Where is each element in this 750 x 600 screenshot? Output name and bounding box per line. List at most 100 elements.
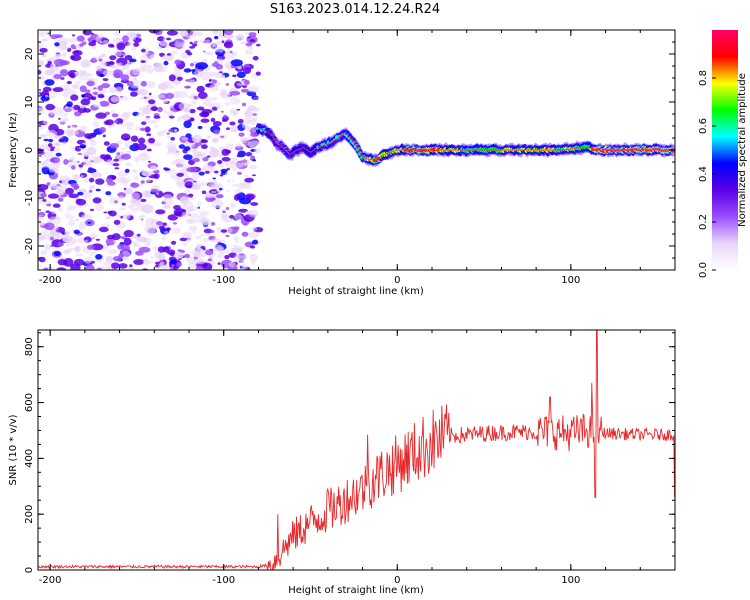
noise-blob xyxy=(226,179,231,183)
noise-blob xyxy=(119,236,125,239)
noise-blob xyxy=(211,237,221,243)
noise-blob xyxy=(229,214,235,219)
noise-blob xyxy=(162,197,174,206)
noise-blob xyxy=(53,74,62,79)
noise-blob xyxy=(67,211,75,217)
noise-blob xyxy=(68,37,78,43)
noise-blob xyxy=(196,106,205,111)
noise-blob xyxy=(66,205,76,211)
noise-blob xyxy=(250,202,259,206)
noise-blob xyxy=(107,249,118,254)
noise-blob xyxy=(126,80,134,87)
noise-blob xyxy=(219,174,224,177)
noise-blob xyxy=(99,154,107,160)
noise-blob xyxy=(210,230,215,233)
noise-blob xyxy=(246,36,251,39)
noise-blob xyxy=(64,231,71,236)
y-tick-label: -20 xyxy=(24,238,35,254)
noise-blob xyxy=(97,85,104,91)
noise-blob xyxy=(157,46,163,50)
noise-blob xyxy=(87,221,92,224)
noise-blob xyxy=(252,96,259,101)
x-tick-label: -200 xyxy=(39,275,62,286)
noise-blob xyxy=(149,165,158,172)
snr-x-axis-label: Height of straight line (km) xyxy=(288,585,424,596)
noise-blob xyxy=(92,91,99,95)
noise-blob xyxy=(179,237,188,242)
noise-blob xyxy=(197,206,200,209)
noise-blob xyxy=(133,42,140,47)
noise-blob xyxy=(54,135,60,139)
noise-blob xyxy=(84,239,89,242)
noise-blob xyxy=(86,73,93,77)
noise-blob xyxy=(44,151,54,160)
noise-blob xyxy=(65,187,74,195)
noise-blob xyxy=(200,245,206,249)
noise-blob xyxy=(69,72,76,79)
noise-blob xyxy=(149,54,161,60)
noise-blob xyxy=(105,216,111,220)
noise-blob xyxy=(233,226,240,231)
noise-blob xyxy=(182,242,188,247)
noise-blob xyxy=(218,187,223,191)
noise-blob xyxy=(146,80,156,89)
noise-blob xyxy=(73,229,80,234)
noise-blob xyxy=(170,136,175,141)
noise-blob xyxy=(138,246,151,253)
noise-blob xyxy=(222,210,226,213)
noise-blob xyxy=(45,210,51,213)
noise-blob xyxy=(93,156,103,164)
noise-blob xyxy=(40,249,48,256)
noise-blob xyxy=(145,217,155,226)
noise-blob xyxy=(247,127,252,130)
noise-blob xyxy=(157,106,163,113)
noise-blob xyxy=(122,214,127,219)
noise-blob xyxy=(225,234,230,238)
noise-blob xyxy=(70,94,79,101)
noise-blob xyxy=(51,211,56,215)
noise-blob xyxy=(61,91,72,98)
noise-blob xyxy=(46,118,51,120)
noise-blob xyxy=(122,35,129,43)
noise-blob xyxy=(192,230,196,234)
noise-blob xyxy=(211,42,217,47)
noise-blob xyxy=(197,91,208,99)
noise-blob xyxy=(167,146,178,154)
noise-blob xyxy=(137,111,143,115)
noise-blob xyxy=(204,96,214,103)
noise-blob xyxy=(249,245,256,249)
noise-blob xyxy=(210,222,216,226)
noise-blob xyxy=(46,129,58,137)
noise-blob xyxy=(219,92,231,99)
noise-blob xyxy=(73,104,81,111)
noise-blob xyxy=(53,92,58,96)
noise-blob xyxy=(236,108,241,111)
noise-blob xyxy=(159,40,169,47)
noise-blob xyxy=(105,191,112,196)
noise-blob xyxy=(54,216,61,220)
noise-blob xyxy=(194,183,198,186)
noise-blob xyxy=(50,231,62,238)
noise-blob xyxy=(216,58,224,64)
noise-blob xyxy=(198,39,205,43)
noise-blob xyxy=(80,98,91,106)
noise-blob xyxy=(135,143,147,151)
noise-blob xyxy=(75,218,79,222)
noise-blob xyxy=(179,196,189,204)
noise-blob xyxy=(133,242,140,248)
noise-blob xyxy=(95,253,103,260)
noise-blob xyxy=(198,171,205,176)
noise-blob xyxy=(73,185,80,189)
noise-blob xyxy=(43,243,52,251)
noise-blob xyxy=(46,203,52,207)
noise-blob xyxy=(205,51,215,56)
noise-blob xyxy=(231,167,237,171)
noise-blob xyxy=(91,97,95,100)
noise-blob xyxy=(249,39,256,43)
noise-blob xyxy=(152,142,163,147)
noise-blob xyxy=(237,118,244,124)
noise-blob xyxy=(245,108,252,114)
noise-blob xyxy=(182,126,186,129)
noise-blob xyxy=(48,67,61,75)
